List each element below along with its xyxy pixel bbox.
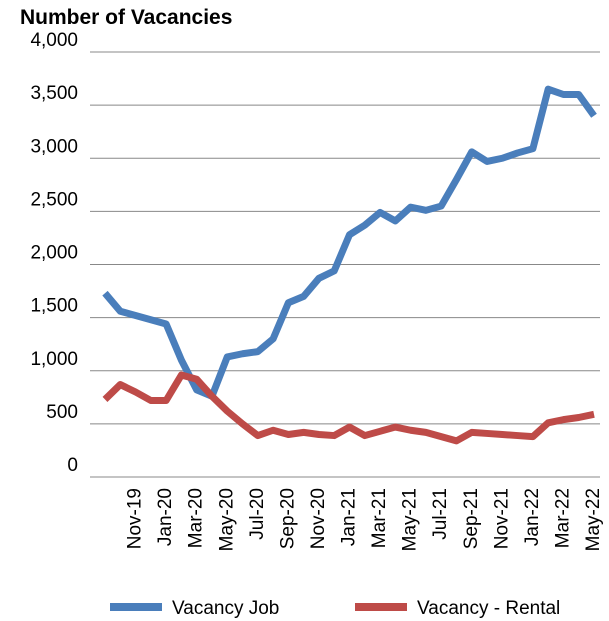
- x-tick-label: Mar-20: [186, 488, 207, 548]
- y-tick-label: 2,500: [30, 189, 78, 210]
- x-tick-label: Nov-19: [125, 488, 146, 549]
- chart-title: Number of Vacancies: [20, 6, 232, 29]
- y-tick-label: 0: [67, 455, 78, 476]
- legend-label: Vacancy - Rental: [417, 598, 560, 619]
- x-tick-label: Sep-21: [461, 488, 482, 549]
- y-tick-label: 3,500: [30, 83, 78, 104]
- series-line: [102, 371, 595, 445]
- x-tick-label: May-21: [400, 488, 421, 551]
- legend-swatch: [355, 603, 407, 611]
- y-tick-label: 2,000: [30, 243, 78, 264]
- legend-label: Vacancy Job: [172, 598, 279, 619]
- x-tick-label: Jan-22: [522, 488, 543, 546]
- y-tick-label: 4,000: [30, 30, 78, 51]
- legend-swatch: [110, 603, 162, 611]
- x-tick-label: Mar-21: [369, 488, 390, 548]
- y-tick-label: 1,500: [30, 296, 78, 317]
- x-tick-label: Nov-21: [491, 488, 512, 549]
- x-tick-label: Jan-20: [155, 488, 176, 546]
- x-tick-label: Jul-21: [430, 488, 451, 540]
- y-tick-label: 3,000: [30, 136, 78, 157]
- x-tick-label: Jan-21: [339, 488, 360, 546]
- x-tick-label: Nov-20: [308, 488, 329, 549]
- x-tick-label: Jul-20: [247, 488, 268, 540]
- y-tick-label: 1,000: [30, 349, 78, 370]
- x-tick-label: Mar-22: [552, 488, 573, 548]
- x-tick-label: May-22: [583, 488, 604, 551]
- y-tick-label: 500: [46, 402, 78, 423]
- series-line: [102, 85, 597, 400]
- x-tick-label: Sep-20: [277, 488, 298, 549]
- x-tick-label: May-20: [216, 488, 237, 551]
